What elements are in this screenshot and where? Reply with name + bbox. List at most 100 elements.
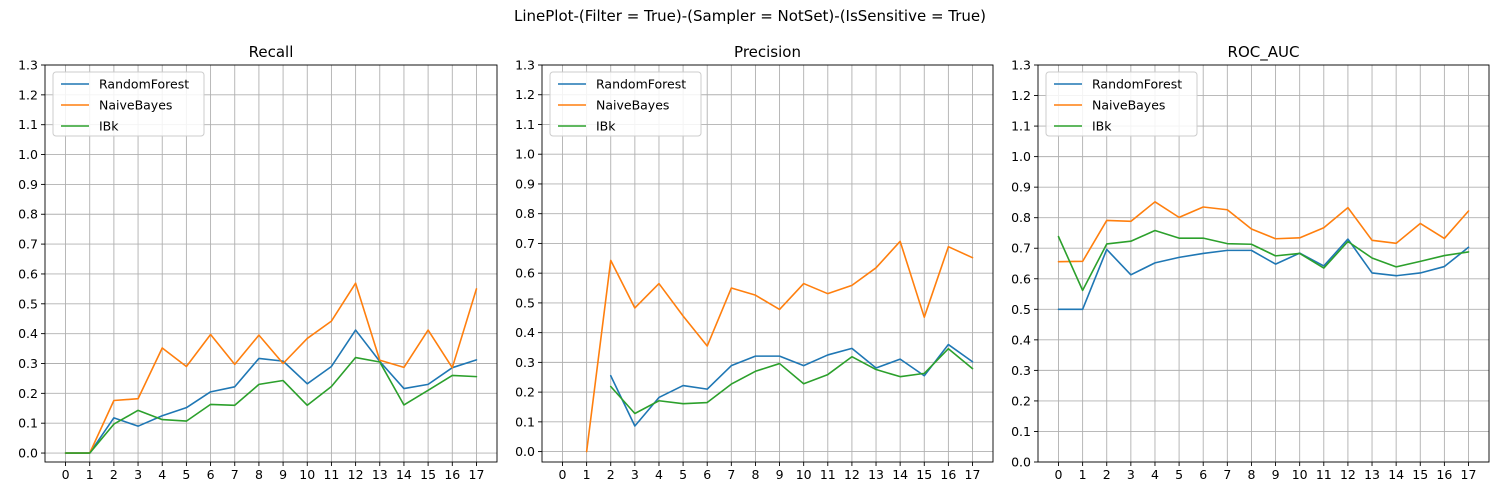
legend-label: IBk — [596, 119, 616, 134]
legend-label: NaiveBayes — [1092, 98, 1165, 113]
y-tick-label: 0.4 — [515, 325, 535, 340]
x-tick-label: 9 — [776, 467, 784, 482]
x-tick-label: 15 — [1412, 467, 1428, 482]
y-tick-label: 1.2 — [1011, 88, 1031, 103]
x-tick-label: 10 — [1292, 467, 1308, 482]
legend-label: RandomForest — [1092, 77, 1182, 92]
y-tick-label: 1.3 — [515, 58, 535, 73]
x-tick-label: 13 — [372, 467, 388, 482]
x-tick-label: 5 — [1175, 467, 1183, 482]
x-tick-label: 6 — [703, 467, 711, 482]
y-tick-label: 1.0 — [1011, 149, 1031, 164]
legend-label: IBk — [99, 119, 119, 134]
y-tick-label: 0.0 — [515, 444, 535, 459]
x-tick-label: 3 — [631, 467, 639, 482]
series-line-randomforest — [64, 329, 478, 454]
y-tick-label: 0.5 — [1011, 302, 1031, 317]
x-tick-label: 13 — [868, 467, 884, 482]
legend-label: NaiveBayes — [99, 98, 172, 113]
x-tick-label: 12 — [1340, 467, 1356, 482]
figure-suptitle: LinePlot-(Filter = True)-(Sampler = NotS… — [514, 7, 986, 25]
x-tick-label: 9 — [279, 467, 287, 482]
y-tick-label: 0.3 — [515, 355, 535, 370]
x-tick-label: 12 — [844, 467, 860, 482]
series-line-ibk — [609, 347, 974, 415]
x-tick-label: 4 — [158, 467, 166, 482]
x-tick-label: 2 — [110, 467, 118, 482]
x-tick-label: 10 — [796, 467, 812, 482]
y-tick-label: 1.0 — [18, 147, 38, 162]
x-tick-label: 2 — [1103, 467, 1111, 482]
y-tick-label: 0.6 — [18, 266, 38, 281]
y-tick-label: 0.8 — [1011, 210, 1031, 225]
x-tick-label: 9 — [1272, 467, 1280, 482]
legend-box — [549, 71, 702, 137]
x-tick-label: 8 — [255, 467, 263, 482]
y-tick-label: 0.7 — [515, 236, 535, 251]
y-tick-label: 0.6 — [1011, 271, 1031, 286]
legend: RandomForest NaiveBayes IBk — [1045, 71, 1198, 137]
y-tick-label: 1.3 — [1011, 58, 1031, 73]
y-tick-label: 0.8 — [18, 207, 38, 222]
series-line-naivebayes — [1057, 201, 1470, 263]
y-tick-label: 1.1 — [18, 117, 38, 132]
x-tick-label: 15 — [420, 467, 436, 482]
y-tick-label: 0.1 — [1011, 424, 1031, 439]
x-tick-label: 14 — [892, 467, 908, 482]
x-tick-label: 17 — [1461, 467, 1477, 482]
y-tick-label: 0.2 — [1011, 393, 1031, 408]
y-tick-label: 0.4 — [18, 326, 38, 341]
x-tick-label: 14 — [396, 467, 412, 482]
y-tick-label: 0.5 — [515, 295, 535, 310]
plot-frame — [1037, 64, 1490, 463]
y-tick-label: 0.6 — [515, 266, 535, 281]
legend-box — [52, 71, 205, 137]
y-tick-label: 0.2 — [515, 385, 535, 400]
x-tick-label: 15 — [916, 467, 932, 482]
y-tick-label: 1.1 — [1011, 119, 1031, 134]
x-tick-label: 5 — [182, 467, 190, 482]
series-line-ibk — [64, 356, 478, 454]
x-tick-label: 8 — [1247, 467, 1255, 482]
x-tick-label: 17 — [965, 467, 981, 482]
legend-label: RandomForest — [596, 77, 686, 92]
subplot-title: Recall — [249, 43, 294, 61]
legend-label: IBk — [1092, 119, 1112, 134]
subplot-title: Precision — [734, 43, 801, 61]
x-tick-label: 5 — [679, 467, 687, 482]
x-tick-label: 0 — [1055, 467, 1063, 482]
series-line-randomforest — [609, 343, 974, 427]
y-tick-label: 0.0 — [1011, 455, 1031, 470]
y-tick-label: 0.5 — [18, 296, 38, 311]
y-tick-label: 0.9 — [515, 176, 535, 191]
y-tick-label: 0.8 — [515, 206, 535, 221]
x-tick-label: 6 — [1199, 467, 1207, 482]
x-tick-label: 16 — [1436, 467, 1452, 482]
legend: RandomForest NaiveBayes IBk — [549, 71, 702, 137]
y-tick-label: 0.2 — [18, 386, 38, 401]
x-tick-label: 8 — [751, 467, 759, 482]
y-tick-label: 0.7 — [1011, 241, 1031, 256]
legend-box — [1045, 71, 1198, 137]
x-tick-label: 10 — [299, 467, 315, 482]
y-tick-label: 1.3 — [18, 58, 38, 73]
y-tick-label: 0.0 — [18, 446, 38, 461]
series-line-ibk — [1057, 229, 1470, 292]
y-tick-label: 0.7 — [18, 237, 38, 252]
x-tick-label: 0 — [62, 467, 70, 482]
x-tick-label: 11 — [1316, 467, 1332, 482]
legend: RandomForest NaiveBayes IBk — [52, 71, 205, 137]
x-tick-label: 1 — [583, 467, 591, 482]
series-line-naivebayes — [585, 240, 974, 453]
plot-frame — [44, 64, 498, 463]
x-tick-label: 3 — [1127, 467, 1135, 482]
y-tick-label: 0.3 — [1011, 363, 1031, 378]
series-line-randomforest — [1057, 238, 1470, 311]
x-tick-label: 7 — [231, 467, 239, 482]
x-tick-label: 4 — [1151, 467, 1159, 482]
x-tick-label: 14 — [1388, 467, 1404, 482]
x-tick-label: 17 — [469, 467, 485, 482]
x-tick-label: 6 — [207, 467, 215, 482]
